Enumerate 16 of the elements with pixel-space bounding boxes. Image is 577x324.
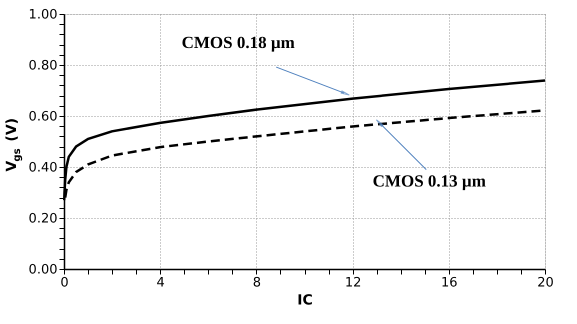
- y-axis-title: Vgs (V): [4, 118, 23, 172]
- annotation: CMOS 0.18 µm: [182, 33, 295, 52]
- x-tick-label: 0: [60, 276, 69, 290]
- x-tick-label: 8: [252, 276, 262, 290]
- y-tick-label: 0.20: [28, 212, 58, 226]
- y-tick-label: 0.00: [28, 262, 58, 278]
- y-tick-label: 0.60: [28, 110, 58, 124]
- x-tick-label: 4: [156, 276, 165, 290]
- y-tick-label: 0.40: [28, 160, 58, 176]
- x-axis-title: IC: [297, 292, 313, 308]
- x-tick-label: 12: [344, 276, 362, 290]
- annotation: CMOS 0.13 µm: [372, 172, 486, 191]
- y-tick-label: 0.80: [28, 58, 58, 74]
- x-tick-label: 20: [537, 276, 554, 290]
- y-tick-label: 1.00: [28, 8, 58, 22]
- x-tick-label: 16: [441, 276, 458, 290]
